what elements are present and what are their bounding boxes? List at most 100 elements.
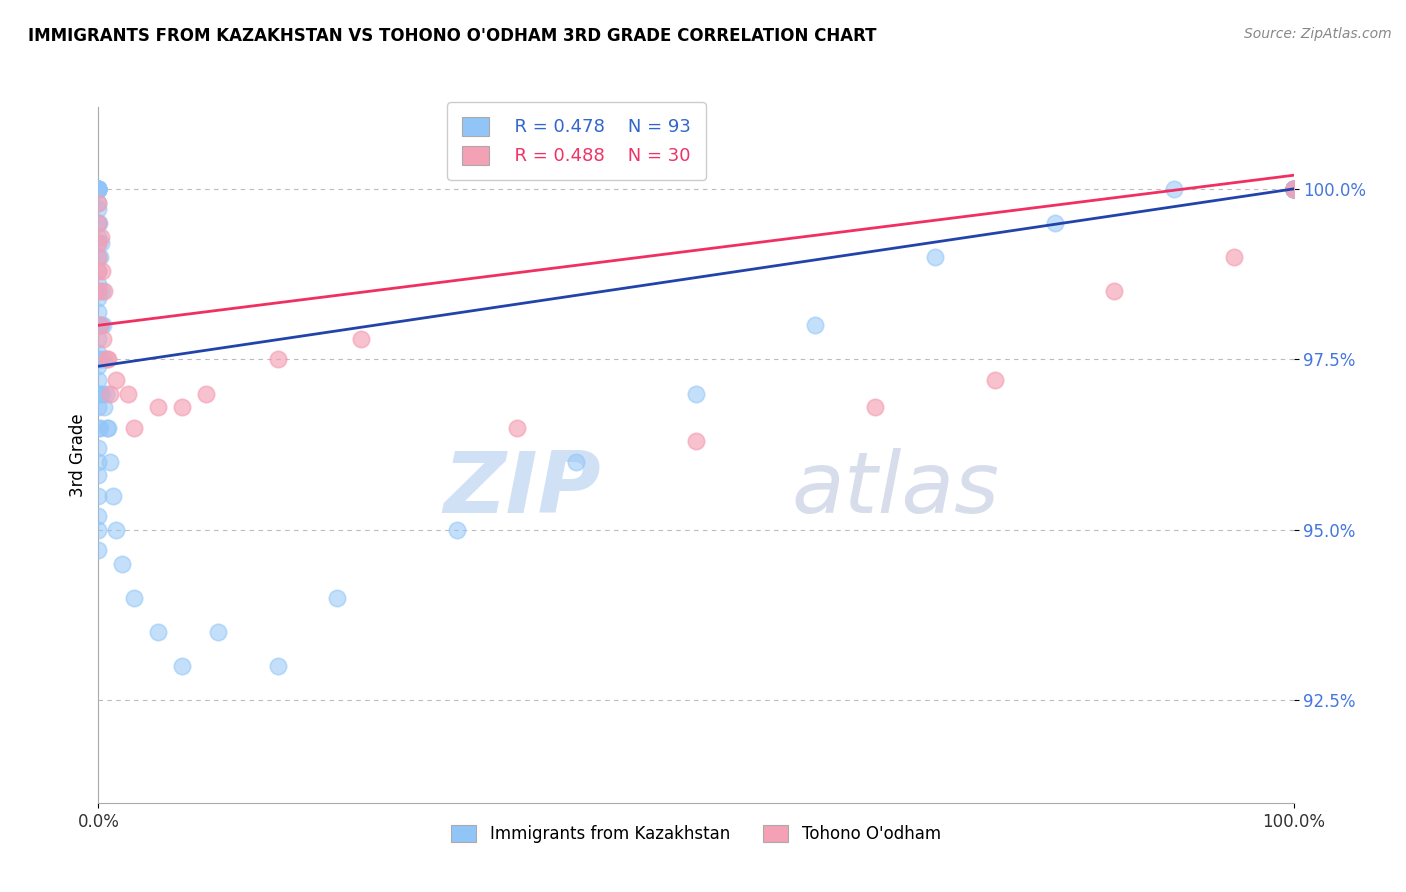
Point (1282, 182, 1305, 196)
Point (87, 182, 110, 196)
Point (87, 291, 110, 305)
Point (148, 400, 170, 414)
Point (1282, 182, 1305, 196)
Point (1282, 182, 1305, 196)
Point (91, 318, 114, 333)
Point (87, 182, 110, 196)
Point (89, 250, 111, 264)
Point (87, 318, 110, 333)
Point (1282, 182, 1305, 196)
Point (87, 373, 110, 387)
Point (87, 195, 110, 210)
Point (93, 400, 115, 414)
Point (1282, 182, 1305, 196)
Point (91, 284, 114, 298)
Point (1043, 216, 1066, 230)
Text: atlas: atlas (792, 448, 1000, 532)
Point (87, 182, 110, 196)
Point (87, 284, 110, 298)
Point (87, 352, 110, 367)
Point (89, 420, 111, 434)
Point (87, 182, 110, 196)
Text: IMMIGRANTS FROM KAZAKHSTAN VS TOHONO O'ODHAM 3RD GRADE CORRELATION CHART: IMMIGRANTS FROM KAZAKHSTAN VS TOHONO O'O… (28, 27, 876, 45)
Point (87, 229, 110, 244)
Point (98, 386, 122, 401)
Point (207, 625, 229, 640)
Point (87, 182, 110, 196)
Point (87, 400, 110, 414)
Point (148, 625, 170, 640)
Point (87, 304, 110, 318)
Point (267, 352, 290, 367)
Point (685, 386, 707, 401)
Point (124, 420, 146, 434)
Point (1282, 182, 1305, 196)
Point (685, 434, 707, 449)
Point (87, 236, 110, 251)
Point (87, 202, 110, 217)
Point (1282, 182, 1305, 196)
Point (506, 420, 529, 434)
Point (117, 386, 139, 401)
Point (87, 236, 110, 251)
Point (87, 455, 110, 469)
Point (1282, 182, 1305, 196)
Point (96, 420, 118, 434)
Point (124, 591, 146, 606)
Point (91, 264, 114, 278)
Point (1282, 182, 1305, 196)
Point (87, 182, 110, 196)
Point (87, 523, 110, 537)
Point (87, 182, 110, 196)
Point (1223, 250, 1246, 264)
Point (446, 523, 468, 537)
Point (87, 216, 110, 230)
Point (87, 277, 110, 292)
Point (111, 557, 134, 571)
Point (1282, 182, 1305, 196)
Point (89, 318, 111, 333)
Point (89, 318, 111, 333)
Point (804, 318, 827, 333)
Point (87, 182, 110, 196)
Point (91, 386, 114, 401)
Point (87, 284, 110, 298)
Point (105, 373, 128, 387)
Y-axis label: 3rd Grade: 3rd Grade (69, 413, 87, 497)
Point (91, 332, 114, 346)
Point (1282, 182, 1305, 196)
Point (1282, 182, 1305, 196)
Point (105, 523, 128, 537)
Text: Source: ZipAtlas.com: Source: ZipAtlas.com (1244, 27, 1392, 41)
Point (87, 216, 110, 230)
Point (87, 264, 110, 278)
Point (1282, 182, 1305, 196)
Point (87, 359, 110, 374)
Point (93, 352, 115, 367)
Point (1104, 284, 1126, 298)
Point (87, 509, 110, 524)
Point (1282, 182, 1305, 196)
Point (97, 352, 120, 367)
Point (90, 229, 112, 244)
Point (565, 455, 588, 469)
Legend: Immigrants from Kazakhstan, Tohono O'odham: Immigrants from Kazakhstan, Tohono O'odh… (444, 819, 948, 850)
Point (1282, 182, 1305, 196)
Point (94, 386, 117, 401)
Point (96, 352, 118, 367)
Point (87, 386, 110, 401)
Point (984, 373, 1007, 387)
Point (1282, 182, 1305, 196)
Point (98, 455, 122, 469)
Point (87, 332, 110, 346)
Point (87, 216, 110, 230)
Point (87, 264, 110, 278)
Point (1282, 182, 1305, 196)
Point (172, 400, 194, 414)
Point (87, 345, 110, 359)
Point (89, 352, 111, 367)
Point (87, 441, 110, 455)
Point (93, 284, 115, 298)
Point (87, 250, 110, 264)
Point (87, 182, 110, 196)
